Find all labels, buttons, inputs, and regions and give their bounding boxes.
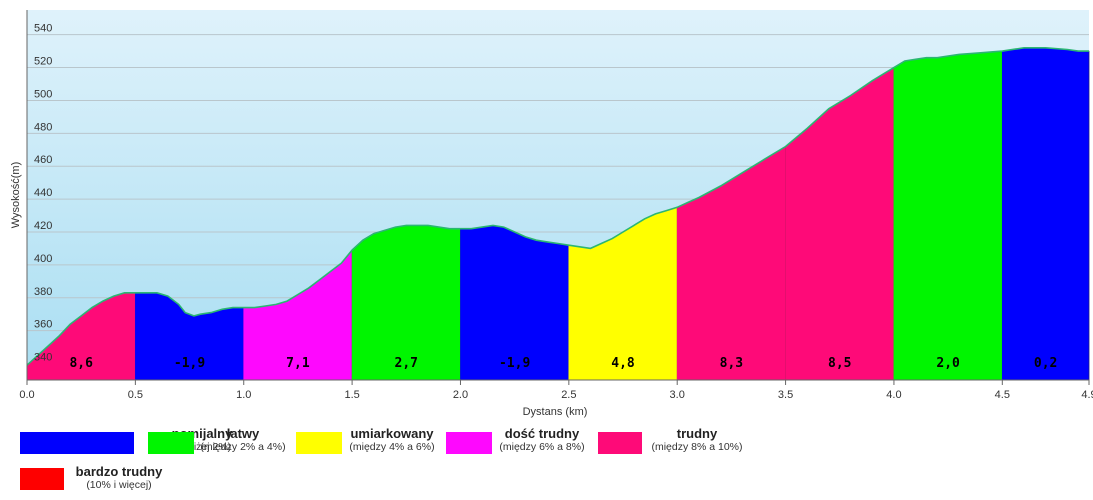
legend-swatch — [446, 432, 492, 454]
x-tick-label: 3.5 — [778, 389, 793, 401]
y-tick-label: 440 — [34, 187, 52, 199]
y-tick-label: 520 — [34, 56, 52, 68]
legend-swatch — [20, 468, 64, 490]
x-tick-label: 0.0 — [19, 389, 34, 401]
legend-swatch — [296, 432, 342, 454]
grade-label: 2,7 — [395, 356, 418, 371]
x-tick-label: 0.5 — [128, 389, 143, 401]
grade-labels: 8,6 -1,9 7,1 2,7 -1,9 4,8 8,3 8,5 2,0 0,2 — [69, 356, 1057, 371]
y-tick-label: 460 — [34, 154, 52, 166]
grade-label: 7,1 — [286, 356, 310, 371]
x-tick-label: 1.0 — [236, 389, 251, 401]
y-tick-label: 360 — [34, 319, 52, 331]
legend-swatch — [148, 432, 194, 454]
x-axis-title: Dystans (km) — [523, 406, 588, 418]
grade-label: -1,9 — [499, 356, 530, 371]
legend-subtitle: (między 6% a 8%) — [499, 441, 585, 453]
grade-segment — [893, 50, 1003, 381]
grade-label: 2,0 — [936, 356, 960, 371]
y-tick-label: 500 — [34, 88, 52, 100]
grade-segment — [1002, 47, 1090, 381]
x-tick-label: 4.9 — [1081, 389, 1093, 401]
legend-title: bardzo trudny — [75, 464, 163, 479]
x-tick-label: 2.0 — [453, 389, 468, 401]
legend-subtitle: (między 4% a 6%) — [349, 441, 435, 453]
y-tick-label: 420 — [34, 220, 52, 232]
y-tick-label: 340 — [34, 352, 52, 364]
y-tick-label: 480 — [34, 121, 52, 133]
y-axis-ticks: 340 360 380 400 420 440 460 480 500 520 540 — [34, 23, 52, 364]
grade-label: 4,8 — [611, 356, 635, 371]
x-tick-label: 4.0 — [886, 389, 901, 401]
x-tick-label: 2.5 — [561, 389, 576, 401]
legend-title: łatwy — [226, 426, 260, 441]
grade-label: -1,9 — [174, 356, 205, 371]
x-axis-ticks: 0.0 0.5 1.0 1.5 2.0 2.5 3.0 3.5 4.0 4.5 4.9 — [19, 380, 1093, 401]
y-tick-label: 540 — [34, 23, 52, 35]
legend-title: trudny — [676, 426, 718, 441]
legend-title: umiarkowany — [350, 426, 434, 441]
legend: pomijalny (poniżej 2%) łatwy (między 2% a … — [0, 420, 1093, 494]
legend-subtitle: (między 2% a 4%) — [200, 441, 286, 453]
x-tick-label: 1.5 — [344, 389, 359, 401]
legend-subtitle: (10% i więcej) — [86, 479, 152, 491]
legend-subtitle: (między 8% a 10%) — [651, 441, 743, 453]
grade-label: 8,6 — [69, 356, 93, 371]
y-tick-label: 400 — [34, 253, 52, 265]
elevation-outline — [26, 47, 1089, 366]
grade-label: 8,3 — [720, 356, 743, 371]
grade-label: 0,2 — [1034, 356, 1057, 371]
legend-title: dość trudny — [504, 426, 580, 441]
y-tick-label: 380 — [34, 286, 52, 298]
legend-swatch — [598, 432, 642, 454]
y-axis-title: Wysokość(m) — [10, 162, 22, 229]
x-tick-label: 3.0 — [670, 389, 685, 401]
legend-swatch — [20, 432, 134, 454]
x-tick-label: 4.5 — [995, 389, 1010, 401]
elevation-profile-chart: 8,6 -1,9 7,1 2,7 -1,9 4,8 8,3 8,5 2,0 0,2 3403603… — [10, 10, 1093, 418]
grade-label: 8,5 — [828, 356, 851, 371]
